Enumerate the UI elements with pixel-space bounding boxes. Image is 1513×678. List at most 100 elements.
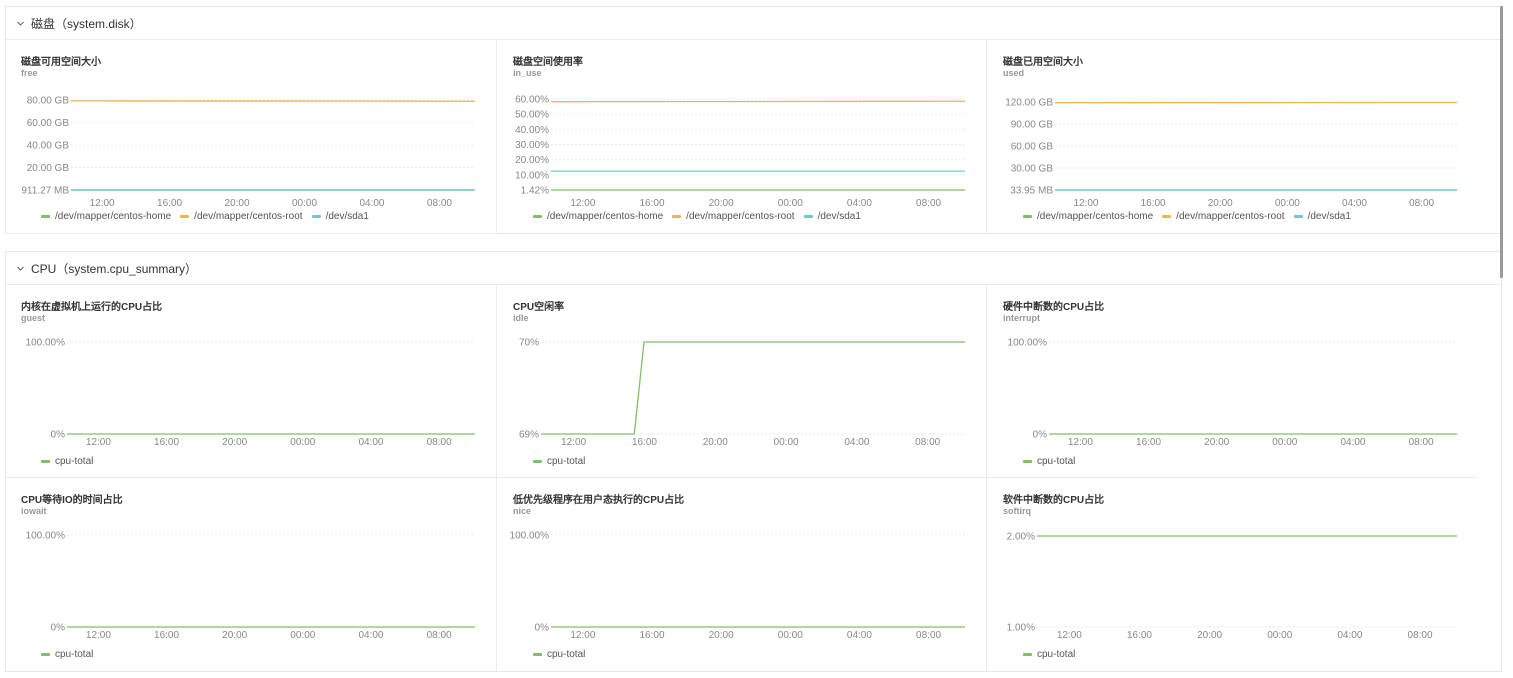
legend-item[interactable]: /dev/mapper/centos-root xyxy=(672,211,795,222)
legend-swatch xyxy=(533,460,542,463)
line-chart[interactable]: 80.00 GB 60.00 GB 40.00 GB 20.00 GB 911.27 M… xyxy=(5,40,496,220)
legend-item[interactable]: /dev/sda1 xyxy=(1293,211,1351,222)
y-tick-label: 33.95 MB xyxy=(1010,186,1053,197)
legend-label: cpu-total xyxy=(1037,456,1076,467)
legend-label: cpu-total xyxy=(55,456,94,467)
y-tick-label: 60.00 GB xyxy=(1011,142,1054,153)
x-tick-label: 20:00 xyxy=(222,437,247,448)
legend-label: /dev/mapper/centos-root xyxy=(686,211,795,222)
chart-legend: cpu-total xyxy=(1023,649,1084,660)
panel-metric-name: interrupt xyxy=(1003,313,1040,323)
legend-item[interactable]: cpu-total xyxy=(1023,456,1075,467)
y-tick-label: 100.00% xyxy=(26,338,66,349)
x-tick-label: 20:00 xyxy=(709,198,734,209)
chart-legend: cpu-total xyxy=(41,649,102,660)
legend-swatch xyxy=(533,653,542,656)
panel-metric-name: softirq xyxy=(1003,506,1031,516)
x-tick-label: 16:00 xyxy=(632,437,657,448)
panel-cpu-nice: 低优先级程序在用户态执行的CPU占比 nice 100.00% 0% 12:00 16… xyxy=(496,478,986,671)
legend-swatch xyxy=(41,460,50,463)
disk-section: 磁盘（system.disk） xyxy=(5,6,1502,234)
y-tick-label: 0% xyxy=(51,430,66,441)
legend-item[interactable]: cpu-total xyxy=(1023,649,1075,660)
chart-legend: cpu-total xyxy=(533,649,594,660)
legend-item[interactable]: /dev/mapper/centos-home xyxy=(41,211,171,222)
x-tick-label: 08:00 xyxy=(915,437,940,448)
x-tick-label: 20:00 xyxy=(709,630,734,641)
x-tick-label: 00:00 xyxy=(1267,630,1292,641)
x-tick-label: 08:00 xyxy=(427,630,452,641)
legend-label: /dev/mapper/centos-root xyxy=(194,211,303,222)
chevron-down-icon[interactable] xyxy=(16,264,25,273)
x-tick-label: 04:00 xyxy=(844,437,869,448)
legend-item[interactable]: cpu-total xyxy=(533,649,585,660)
y-tick-label: 0% xyxy=(1033,430,1048,441)
legend-label: /dev/sda1 xyxy=(817,211,861,222)
legend-item[interactable]: /dev/mapper/centos-home xyxy=(1023,211,1153,222)
cpu-section-header[interactable]: CPU（system.cpu_summary） xyxy=(6,252,1501,285)
y-tick-label: 0% xyxy=(535,623,550,634)
x-tick-label: 00:00 xyxy=(774,437,799,448)
x-tick-label: 12:00 xyxy=(561,437,586,448)
panel-cpu-interrupt: 硬件中断数的CPU占比 interrupt 100.00% 0% 12:00 16:0… xyxy=(986,285,1477,478)
legend-label: /dev/mapper/centos-home xyxy=(55,211,172,222)
line-chart[interactable]: 100.00% 0% 12:00 16:00 20:00 00:00 04:00 08:00 xyxy=(497,478,987,658)
y-tick-label: 10.00% xyxy=(515,170,549,181)
panel-metric-name: idle xyxy=(513,313,529,323)
line-chart[interactable]: 2.00% 1.00% 12:00 16:00 20:00 00:00 04:00 08:00 xyxy=(987,478,1478,658)
legend-item[interactable]: /dev/sda1 xyxy=(311,211,369,222)
x-tick-label: 08:00 xyxy=(916,198,941,209)
legend-item[interactable]: /dev/mapper/centos-root xyxy=(180,211,303,222)
legend-item[interactable]: cpu-total xyxy=(41,456,93,467)
legend-swatch xyxy=(41,653,50,656)
panel-metric-name: in_use xyxy=(513,68,542,78)
line-chart[interactable]: 100.00% 0% 12:00 16:00 20:00 00:00 04:00 08:00 xyxy=(5,478,496,658)
panel-metric-name: used xyxy=(1003,68,1025,78)
x-tick-label: 04:00 xyxy=(847,198,872,209)
x-tick-label: 08:00 xyxy=(427,437,452,448)
legend-swatch xyxy=(311,215,321,218)
y-tick-label: 90.00 GB xyxy=(1011,120,1054,131)
legend-item[interactable]: cpu-total xyxy=(533,456,585,467)
x-tick-label: 00:00 xyxy=(1275,198,1300,209)
x-tick-label: 20:00 xyxy=(703,437,728,448)
x-tick-label: 20:00 xyxy=(1197,630,1222,641)
line-chart[interactable]: 100.00% 0% 12:00 16:00 20:00 00:00 04:00 08:00 xyxy=(987,285,1478,465)
x-tick-label: 04:00 xyxy=(358,437,383,448)
x-tick-label: 16:00 xyxy=(1136,437,1161,448)
x-tick-label: 00:00 xyxy=(290,437,315,448)
y-tick-label: 20.00% xyxy=(515,155,549,166)
chart-legend: /dev/mapper/centos-home/dev/mapper/cento… xyxy=(41,211,378,222)
vertical-scrollbar[interactable] xyxy=(1500,6,1503,278)
y-tick-label: 1.00% xyxy=(1007,623,1035,634)
cpu-section-title: CPU（system.cpu_summary） xyxy=(31,261,198,276)
x-tick-label: 04:00 xyxy=(1337,630,1362,641)
x-tick-label: 20:00 xyxy=(225,198,250,209)
panel-disk-used: 磁盘已用空间大小 used 120.00 GB 90.00 GB 60.00 GB 3… xyxy=(986,40,1477,234)
legend-item[interactable]: /dev/mapper/centos-root xyxy=(1162,211,1285,222)
legend-swatch xyxy=(41,215,50,218)
legend-item[interactable]: cpu-total xyxy=(41,649,93,660)
legend-label: /dev/sda1 xyxy=(325,211,369,222)
x-tick-label: 04:00 xyxy=(359,198,384,209)
legend-label: cpu-total xyxy=(1037,649,1076,660)
line-chart[interactable]: 120.00 GB 90.00 GB 60.00 GB 30.00 GB 33.95 M… xyxy=(987,40,1478,220)
legend-item[interactable]: /dev/mapper/centos-home xyxy=(533,211,663,222)
chart-legend: /dev/mapper/centos-home/dev/mapper/cento… xyxy=(1023,211,1360,222)
line-chart[interactable]: 70% 69% 12:00 16:00 20:00 00:00 04:00 08:00 xyxy=(497,285,987,465)
cpu-section: CPU（system.cpu_summary） xyxy=(5,251,1502,672)
panel-title: 磁盘可用空间大小 xyxy=(21,57,101,68)
y-tick-label: 100.00% xyxy=(26,531,66,542)
legend-label: /dev/sda1 xyxy=(1307,211,1351,222)
y-tick-label: 60.00% xyxy=(515,95,549,106)
x-tick-label: 16:00 xyxy=(154,630,179,641)
panel-title: 磁盘已用空间大小 xyxy=(1003,57,1083,68)
legend-item[interactable]: /dev/sda1 xyxy=(803,211,861,222)
x-tick-label: 16:00 xyxy=(157,198,182,209)
disk-section-header[interactable]: 磁盘（system.disk） xyxy=(6,7,1501,40)
chevron-down-icon[interactable] xyxy=(16,19,25,28)
line-chart[interactable]: 60.00% 50.00% 40.00% 30.00% 20.00% 10.00% 1.42… xyxy=(497,40,987,220)
legend-swatch xyxy=(533,215,542,218)
y-tick-label: 100.00% xyxy=(1008,338,1048,349)
line-chart[interactable]: 100.00% 0% 12:00 16:00 20:00 00:00 04:00 08:00 xyxy=(5,285,496,465)
